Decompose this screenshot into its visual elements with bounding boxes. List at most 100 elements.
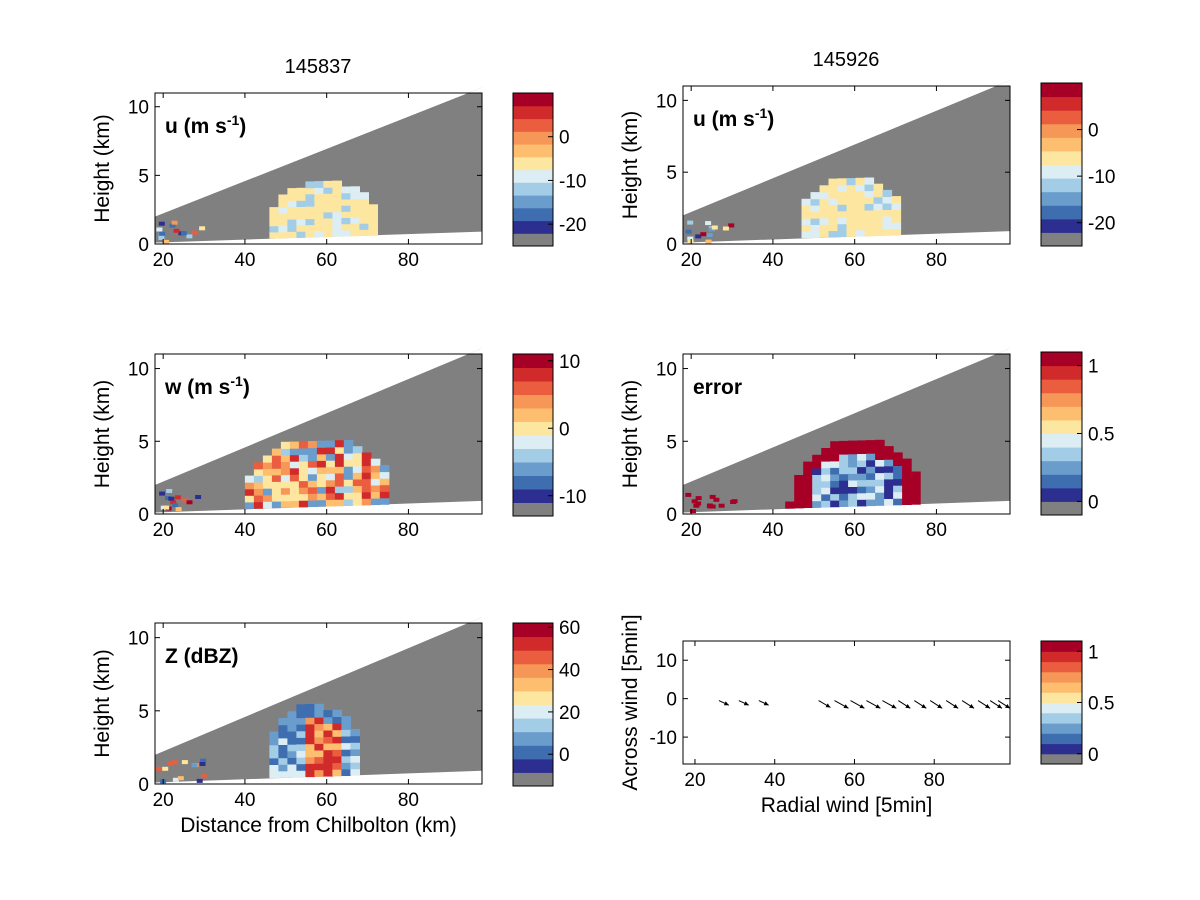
echo-cell [839,480,849,488]
clutter-cell [199,762,206,766]
colorbar-swatch [513,704,553,719]
echo-cell [323,211,333,219]
echo-cell [296,757,306,765]
echo-cell [866,459,876,467]
echo-cell [325,486,336,494]
echo-cell [359,210,369,218]
echo-cell [253,495,264,503]
echo-cell [839,493,849,501]
echo-cell [803,468,813,476]
echo-cell [314,723,324,731]
echo-cell [368,229,378,236]
echo-cell [298,467,309,475]
echo-cell [352,485,363,493]
y-tick-label: 10 [656,360,677,381]
echo-cell [296,750,306,758]
wind-arrow-head [859,704,865,709]
echo-cell [271,461,282,469]
clutter-cell [695,501,702,506]
colorbar-swatch [1041,702,1082,714]
colorbar-swatch [513,156,553,171]
echo-cell [287,744,297,752]
echo-cell [269,731,279,739]
colorbar-nodata-swatch [513,772,553,786]
echo-cell [289,467,300,475]
wind-arrow-head [997,704,1002,709]
echo-cell [828,185,839,193]
clutter-cell [687,220,694,225]
echo-cell [316,453,327,461]
echo-cell [846,191,857,199]
echo-cell [379,471,390,479]
echo-cell [305,230,315,238]
echo-cell [287,717,297,725]
echo-cell [307,467,318,475]
wind-arrow-head [1005,704,1010,709]
echo-cell [855,210,866,218]
echo-cell [812,487,822,495]
echo-cell [323,224,333,231]
echo-cell [271,455,282,463]
echo-cell [298,500,309,508]
clutter-cell [167,761,174,766]
echo-cells-error-145926 [685,439,921,514]
echo-cell [857,460,867,468]
echo-cell [332,736,342,744]
echo-cell [296,212,306,220]
colorbar-tick-label: -10 [1088,167,1115,188]
echo-cell [296,206,306,214]
echo-cell [332,723,342,731]
echo-cell [341,735,351,744]
y-axis-label: Height (km) [91,380,114,489]
echo-cell [287,231,297,239]
echo-cell [368,222,378,230]
x-tick-label: 80 [926,520,947,541]
colorbar-swatch [513,489,553,503]
echo-cell [316,499,327,507]
y-tick-label: 10 [128,629,149,650]
echo-cell [244,475,255,483]
echo-cell [323,756,333,764]
colorbar-swatch [513,745,553,760]
echo-cell [803,500,813,508]
echo-cell [882,222,893,230]
echo-cell [828,217,839,225]
echo-cell [323,762,333,770]
x-tick-label: 60 [316,520,337,541]
colorbar-tick-label: 40 [559,661,580,682]
echo-cell [298,460,309,468]
y-tick-label: 10 [656,651,677,672]
echo-cell [810,230,821,238]
colorbar-swatch [1041,205,1082,220]
colorbar-nodata-swatch [1041,753,1082,764]
echo-cell [361,485,372,493]
echo-cell [812,474,822,482]
echo-cell [891,228,902,236]
panel-w-145837: w (m s-1) 20 40 60 80 0 5 10 Height (km) 10 0 -10 [91,348,586,541]
echo-cell [828,230,839,238]
echo-cell [296,717,306,725]
echo-cell [316,486,327,494]
colorbar-swatch [1041,110,1082,125]
colorbar-swatch [1041,733,1082,745]
colorbar-tick-label: 0 [1088,121,1099,142]
echo-cell [332,205,342,213]
colorbar-swatch [513,354,553,368]
echo-cell [821,461,831,469]
echo-cell [296,200,306,207]
echo-cell [305,199,315,207]
echo-cell [370,491,381,499]
colorbar-swatch [1041,460,1082,475]
x-tick-label: 60 [316,790,337,811]
echo-cell [316,447,327,455]
clutter-cell [172,503,179,508]
echo-cell [262,494,273,502]
echo-cell [296,710,306,719]
echo-cell [298,480,309,488]
echo-cell [368,204,378,212]
echo-cell [803,461,813,469]
axes-frame-u-145837 [154,92,483,245]
panel-label-u-145926: u (m s-1) [693,105,774,131]
echo-cell [361,491,372,499]
scan-wedge-w-145837 [155,348,482,513]
